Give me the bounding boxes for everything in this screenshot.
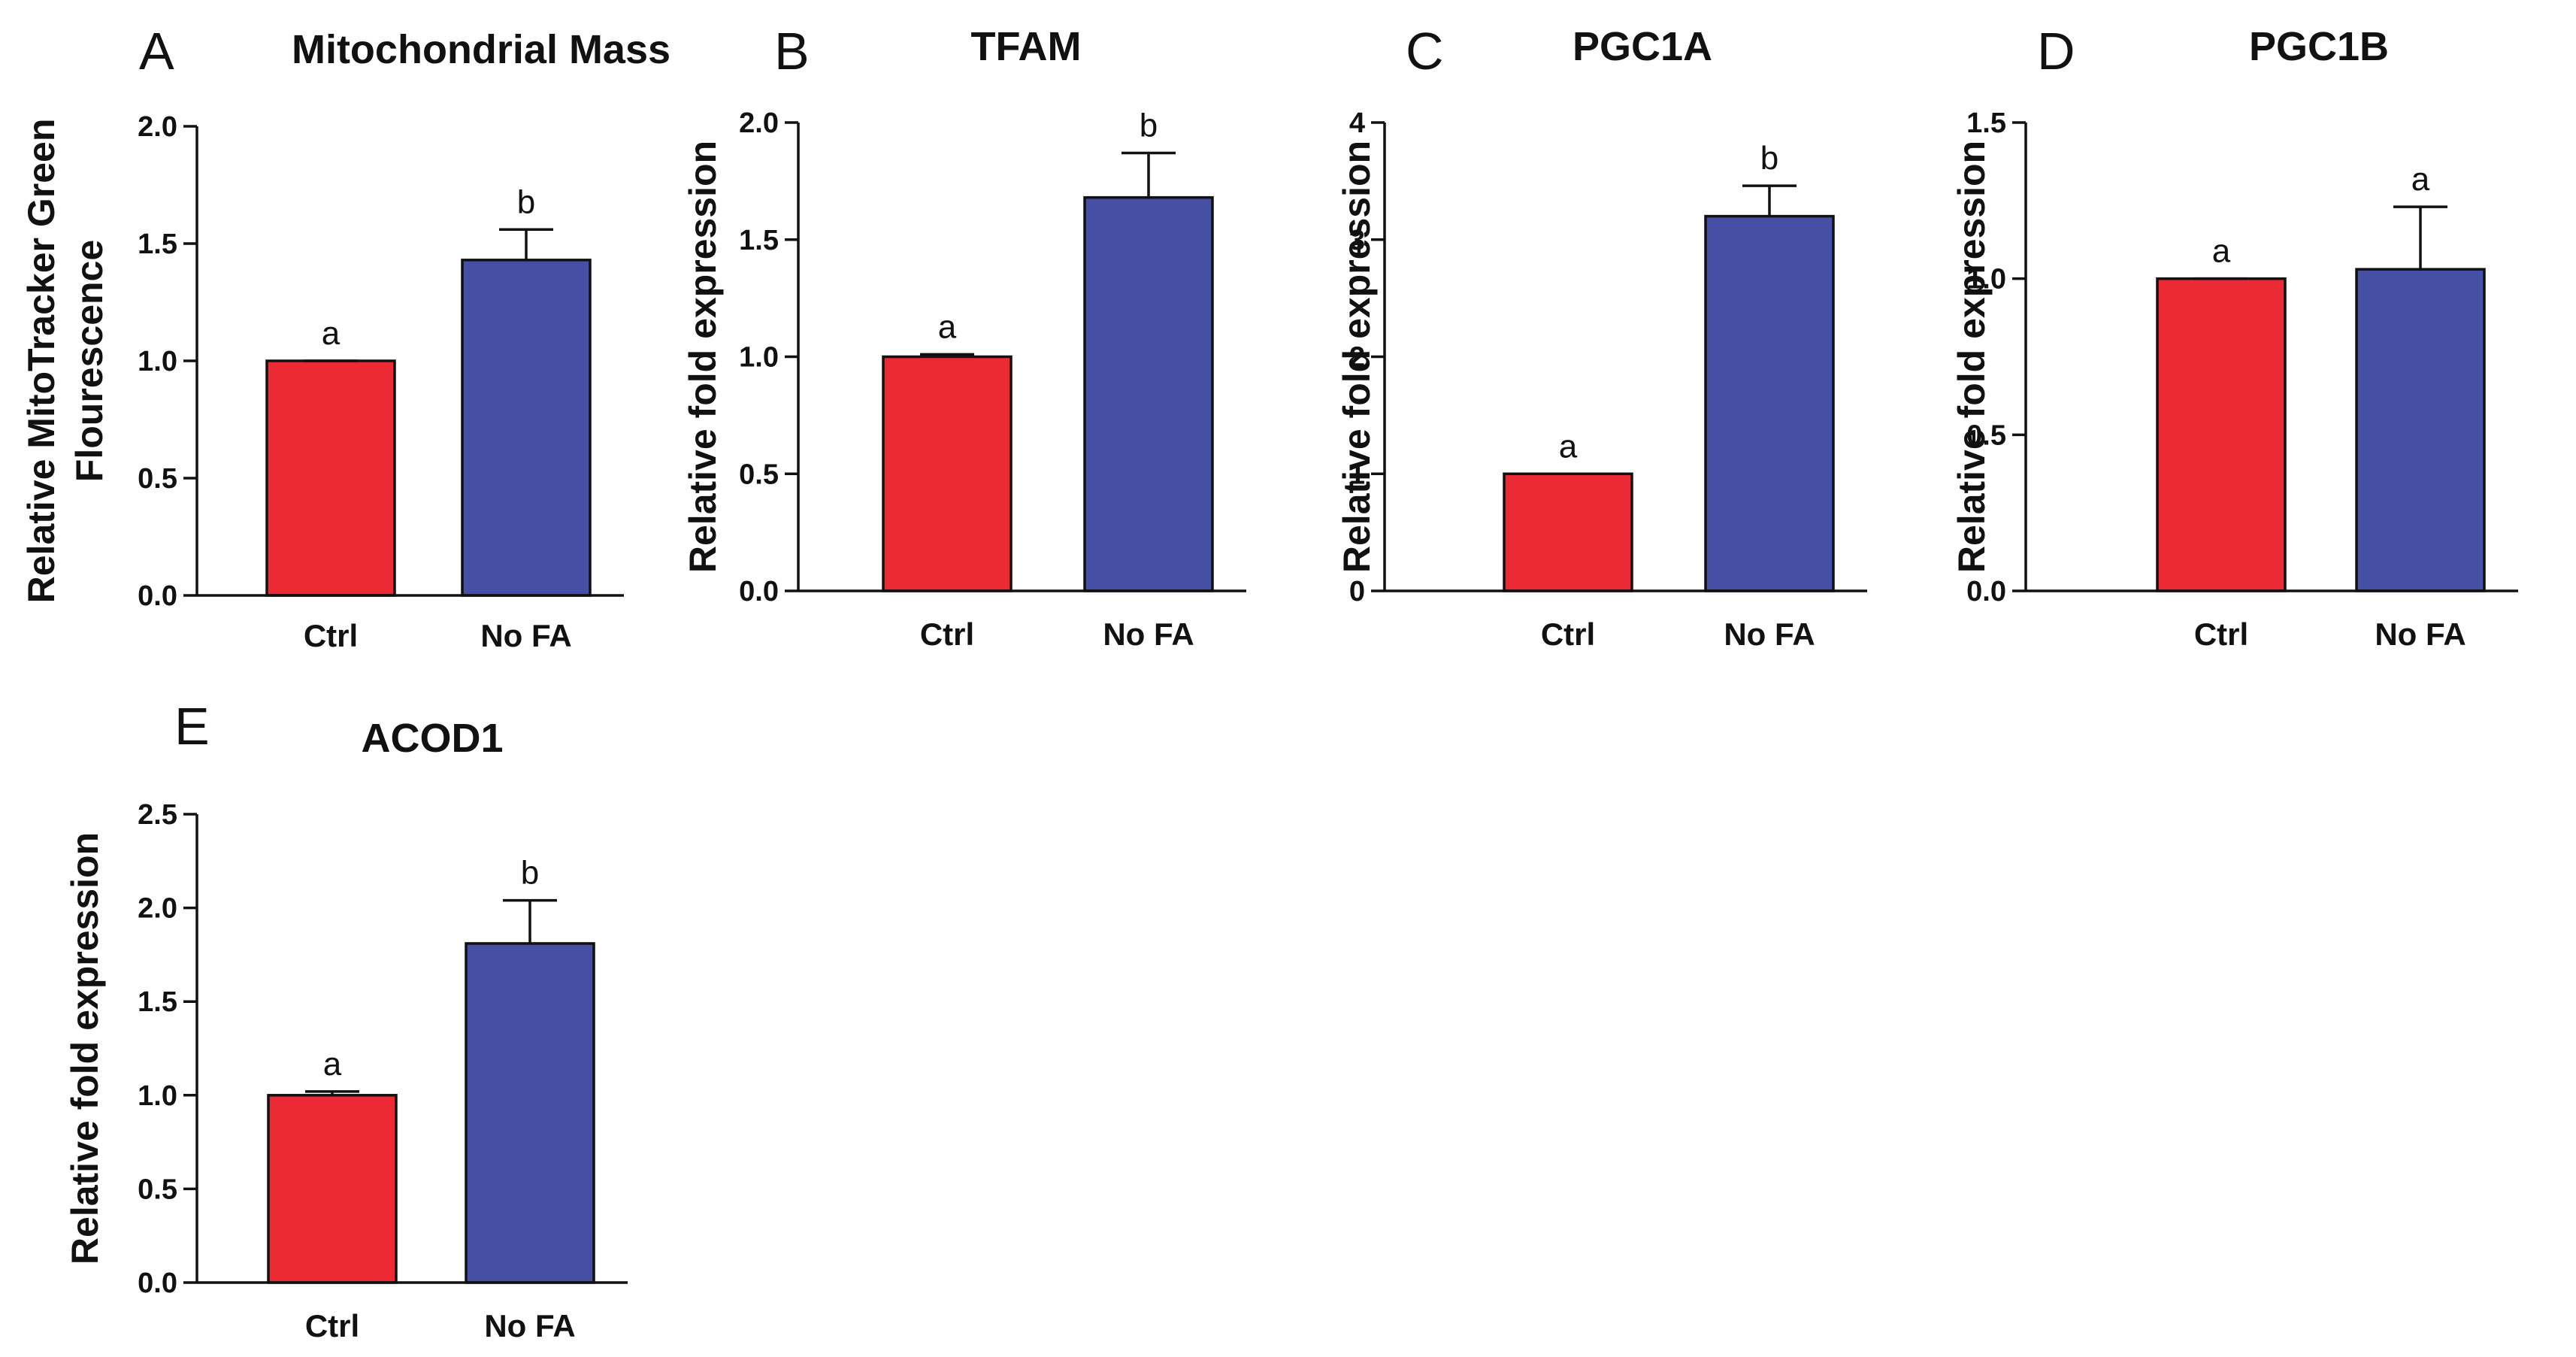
panel-c-ylabel-0: Relative fold expression [1336,141,1378,573]
panel-a-sig-0: a [322,315,341,352]
panel-b-ytick-label-4: 2.0 [739,108,779,139]
panel-c-bar-ctrl [1503,472,1633,592]
panel-e-bar-ctrl [267,1094,398,1284]
panel-e-letter: E [174,697,210,756]
panel-a-sig-1: b [517,183,535,220]
panel-c-category-0: Ctrl [1541,616,1595,652]
panel-d-ytick-label-2: 1.0 [1966,264,2006,295]
panel-c-ytick-label-0: 0 [1349,576,1365,607]
panel-b-sig-1: b [1140,107,1158,144]
panel-c-ytick-label-4: 4 [1349,108,1365,139]
panel-c-ytick-label-3: 3 [1349,225,1365,256]
panel-a-bar-no-fa [461,259,592,597]
panel-a-ytick-label-4: 2.0 [138,111,177,143]
panel-d-category-1: No FA [2375,616,2466,652]
panel-a-category-0: Ctrl [304,618,358,653]
panel-a-ytick-label-0: 0.0 [138,580,177,612]
panel-c-category-1: No FA [1724,616,1815,652]
panel-b-sig-0: a [938,308,957,345]
panel-d-title: PGC1B [2249,24,2389,69]
panel-e-sig-0: a [323,1046,342,1083]
panel-c-ytick-label-2: 2 [1349,342,1365,374]
panel-d-sig-0: a [2212,233,2231,270]
panel-d-category-0: Ctrl [2194,616,2248,652]
panel-a-ytick-label-1: 0.5 [138,463,177,495]
panel-b-ytick-label-2: 1.0 [739,342,779,374]
panel-e-ytick-label-1: 0.5 [138,1174,177,1205]
panel-c-sig-0: a [1559,428,1578,465]
panel-a-ylabel-1: Flourescence [68,240,110,482]
panel-a-ylabel-0: Relative MitoTracker Green [20,119,62,604]
panel-e-title: ACOD1 [361,716,503,761]
panel-e-category-1: No FA [484,1308,575,1343]
panel-c-title: PGC1A [1573,24,1712,69]
panel-b-bar-ctrl [882,355,1013,592]
panel-c-letter: C [1406,22,1444,80]
panel-a-category-1: No FA [480,618,571,653]
panel-c-sig-1: b [1760,140,1778,177]
panel-d-ytick-label-3: 1.5 [1966,108,2006,139]
panel-e-ytick-label-0: 0.0 [138,1268,177,1299]
panel-e-ytick-label-4: 2.0 [138,893,177,925]
panel-b-title: TFAM [971,24,1082,69]
panel-b-ytick-label-0: 0.0 [739,576,779,607]
panel-d-ytick-label-0: 0.0 [1966,576,2006,607]
panel-b-ytick-label-3: 1.5 [739,225,779,256]
panel-b-category-1: No FA [1103,616,1194,652]
panel-e-sig-1: b [521,855,539,892]
panel-b-ytick-label-1: 0.5 [739,459,779,490]
panel-a-ytick-label-2: 1.0 [138,346,177,377]
panel-e-ytick-label-5: 2.5 [138,799,177,831]
panel-b-category-0: Ctrl [920,616,974,652]
panel-c-ytick-label-1: 1 [1349,459,1365,490]
panel-d-ylabel-0: Relative fold expression [1951,141,1993,573]
panel-e-category-0: Ctrl [305,1308,359,1343]
panel-d-ytick-label-1: 0.5 [1966,420,2006,451]
panel-d-sig-1: a [2411,161,2430,198]
panel-e-bar-no-fa [465,942,595,1284]
panel-a-bar-ctrl [265,359,396,597]
panel-a-title: Mitochondrial Mass [292,27,670,72]
panel-b-letter: B [774,22,810,80]
panel-e-ytick-label-3: 1.5 [138,986,177,1018]
panel-b-bar-no-fa [1083,195,1214,592]
panel-d-letter: D [2037,22,2075,80]
panel-e-ylabel-0: Relative fold expression [64,832,106,1265]
panel-b-ylabel-0: Relative fold expression [682,141,724,573]
panel-a-letter: A [139,22,174,80]
panel-a-ytick-label-3: 1.5 [138,229,177,260]
panel-e-ytick-label-2: 1.0 [138,1080,177,1112]
